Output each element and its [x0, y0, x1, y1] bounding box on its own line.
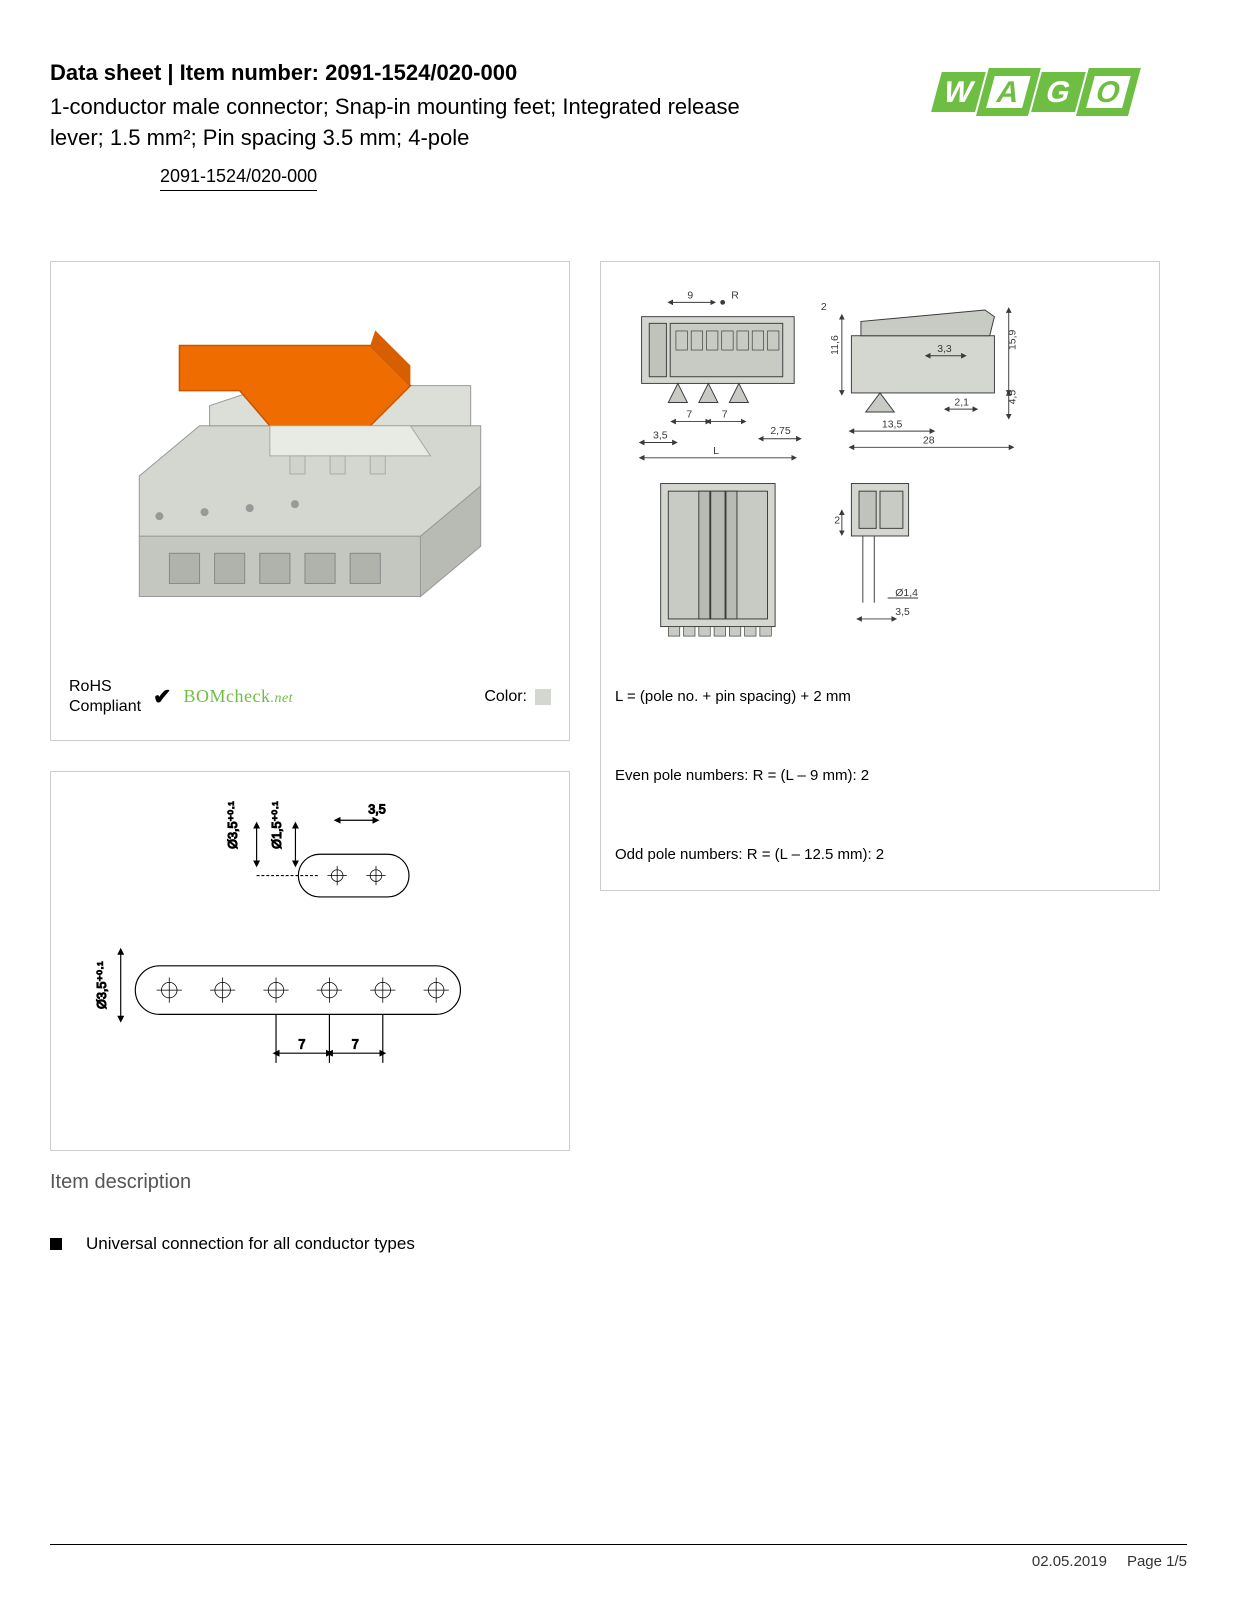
datasheet-title: Data sheet | Item number: 2091-1524/020-… [50, 60, 750, 86]
bomcheck-badge: BOMcheck.net [183, 686, 293, 707]
dim-28: 28 [923, 435, 935, 446]
part-number-link[interactable]: 2091-1524/020-000 [160, 166, 317, 191]
dim-2-top: 2 [821, 302, 827, 313]
dim-7a: 7 [298, 1037, 305, 1051]
dim-7b: 7 [722, 409, 728, 420]
color-indicator: Color: [484, 688, 551, 706]
formula-block: L = (pole no. + pin spacing) + 2 mm Even… [613, 682, 1147, 869]
dim-275: 2,75 [770, 426, 791, 437]
dim-7b: 7 [352, 1037, 359, 1051]
dim-35-top: 3,5 [368, 802, 386, 816]
dim-9: 9 [687, 290, 693, 301]
color-label: Color: [484, 688, 527, 706]
dim-13-5: 13,5 [882, 419, 903, 430]
product-image-panel: RoHS Compliant ✔ BOMcheck.net Color: [50, 261, 570, 741]
left-column: RoHS Compliant ✔ BOMcheck.net Color: [50, 261, 570, 1254]
dim-3-3: 3,3 [937, 344, 952, 355]
dim-d35-left: Ø3,5⁺⁰·¹ [95, 961, 109, 1008]
formula-odd: Odd pole numbers: R = (L – 12.5 mm): 2 [613, 840, 1147, 869]
technical-drawing: 9 R 7 7 3,5 2,75 L [613, 274, 1147, 674]
rohs-label-1: RoHS [69, 677, 141, 696]
wago-logo: W A G O [917, 60, 1187, 125]
dim-R: R [731, 290, 739, 301]
content-grid: RoHS Compliant ✔ BOMcheck.net Color: [50, 261, 1187, 1254]
bullet-icon [50, 1238, 62, 1250]
dim-2-1: 2,1 [954, 397, 969, 408]
bullet-text: Universal connection for all conductor t… [86, 1234, 415, 1254]
bomcheck-text: BOMcheck [183, 686, 270, 706]
formula-even: Even pole numbers: R = (L – 9 mm): 2 [613, 761, 1147, 790]
dim-d14: Ø1,4 [895, 588, 918, 599]
dim-35: 3,5 [653, 430, 668, 441]
datasheet-subtitle: 1-conductor male connector; Snap-in moun… [50, 92, 750, 154]
list-item: Universal connection for all conductor t… [50, 1234, 570, 1254]
footer-page: Page 1/5 [1127, 1553, 1187, 1570]
dim-d35-plus: Ø3,5⁺⁰·¹ [226, 801, 240, 848]
header-left: Data sheet | Item number: 2091-1524/020-… [50, 60, 750, 191]
rohs-compliant-badge: RoHS Compliant ✔ BOMcheck.net [69, 677, 293, 715]
dim-2-lower: 2 [834, 515, 840, 526]
item-description-list: Universal connection for all conductor t… [50, 1234, 570, 1254]
page-footer: 02.05.2019 Page 1/5 [50, 1544, 1187, 1570]
item-description-heading: Item description [50, 1171, 570, 1194]
product-image [69, 280, 551, 672]
color-swatch [535, 689, 551, 705]
product-footer: RoHS Compliant ✔ BOMcheck.net Color: [69, 672, 551, 722]
rohs-label-2: Compliant [69, 697, 141, 716]
dim-11-6: 11,6 [830, 335, 841, 355]
dim-L: L [713, 446, 719, 457]
dim-35-lower: 3,5 [895, 607, 910, 618]
bomcheck-suffix: .net [270, 691, 293, 706]
dim-d15-plus: Ø1,5⁺⁰·¹ [270, 801, 284, 848]
header: Data sheet | Item number: 2091-1524/020-… [50, 60, 1187, 191]
footer-date: 02.05.2019 [1032, 1553, 1107, 1570]
right-column: 9 R 7 7 3,5 2,75 L [600, 261, 1160, 1254]
title-item-number: 2091-1524/020-000 [325, 60, 517, 85]
dim-7a: 7 [686, 409, 692, 420]
formula-L: L = (pole no. + pin spacing) + 2 mm [613, 682, 1147, 711]
technical-drawing-panel: 9 R 7 7 3,5 2,75 L [600, 261, 1160, 891]
drill-pattern-panel: Ø3,5⁺⁰·¹ Ø1,5⁺⁰·¹ 3,5 [50, 771, 570, 1151]
check-icon: ✔ [153, 684, 171, 710]
title-prefix: Data sheet | Item number: [50, 60, 319, 85]
